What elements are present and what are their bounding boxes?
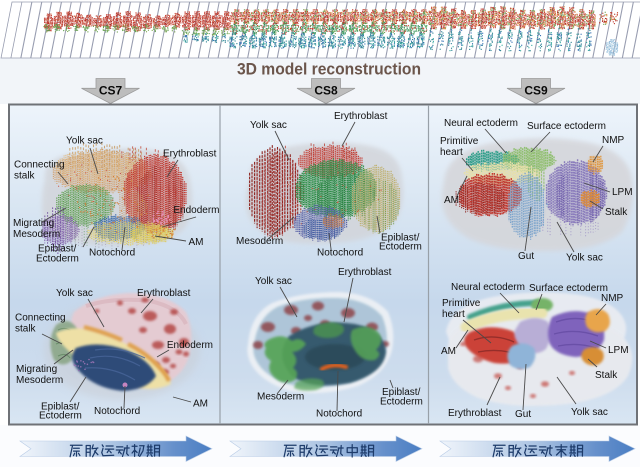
svg-text:Neural ectoderm: Neural ectoderm <box>451 282 525 293</box>
svg-text:Erythroblast: Erythroblast <box>334 111 388 122</box>
svg-text:heart: heart <box>442 309 465 320</box>
svg-text:Epiblast/: Epiblast/ <box>381 233 420 244</box>
svg-text:Notochord: Notochord <box>89 248 135 259</box>
svg-text:Yolk sac: Yolk sac <box>56 288 93 299</box>
svg-text:Migrating: Migrating <box>13 218 54 229</box>
svg-text:Yolk sac: Yolk sac <box>255 276 292 287</box>
svg-text:Mesoderm: Mesoderm <box>236 236 283 247</box>
svg-text:Mesoderm: Mesoderm <box>257 392 304 403</box>
svg-text:Erythroblast: Erythroblast <box>338 267 392 278</box>
svg-text:Ectoderm: Ectoderm <box>36 254 79 265</box>
svg-text:stalk: stalk <box>14 171 36 182</box>
svg-text:Yolk sac: Yolk sac <box>250 120 287 131</box>
svg-text:LPM: LPM <box>612 187 633 198</box>
svg-text:AM: AM <box>441 346 456 357</box>
svg-text:Endoderm: Endoderm <box>167 340 213 351</box>
svg-text:Gut: Gut <box>515 409 531 420</box>
svg-text:Surface ectoderm: Surface ectoderm <box>529 283 608 294</box>
svg-text:Erythroblast: Erythroblast <box>448 408 502 419</box>
svg-text:Ectoderm: Ectoderm <box>380 397 423 408</box>
svg-text:Epiblast/: Epiblast/ <box>38 244 77 255</box>
svg-text:Ectoderm: Ectoderm <box>379 242 422 253</box>
svg-text:NMP: NMP <box>602 135 625 146</box>
svg-text:Endoderm: Endoderm <box>173 205 219 216</box>
svg-text:CS8: CS8 <box>314 84 338 98</box>
svg-text:Stalk: Stalk <box>595 370 618 381</box>
svg-text:Yolk sac: Yolk sac <box>66 136 103 147</box>
svg-text:Notochord: Notochord <box>316 409 362 420</box>
svg-text:Notochord: Notochord <box>94 406 140 417</box>
svg-text:Primitive: Primitive <box>440 136 479 147</box>
svg-text:CS9: CS9 <box>524 84 548 98</box>
svg-text:AM: AM <box>193 399 208 410</box>
svg-text:Migrating: Migrating <box>16 364 57 375</box>
svg-text:Connecting: Connecting <box>14 160 65 171</box>
svg-text:AM: AM <box>444 195 459 206</box>
svg-text:Gut: Gut <box>518 251 534 262</box>
svg-text:Stalk: Stalk <box>605 207 628 218</box>
svg-text:stalk: stalk <box>15 324 37 335</box>
svg-text:Erythroblast: Erythroblast <box>137 288 191 299</box>
svg-text:Mesoderm: Mesoderm <box>13 229 60 240</box>
svg-text:Ectoderm: Ectoderm <box>39 411 82 422</box>
svg-text:Epiblast/: Epiblast/ <box>41 402 80 413</box>
svg-text:NMP: NMP <box>601 293 624 304</box>
svg-text:LPM: LPM <box>608 345 629 356</box>
svg-text:CS7: CS7 <box>99 84 123 98</box>
svg-text:Neural ectoderm: Neural ectoderm <box>444 118 518 129</box>
svg-text:AM: AM <box>189 237 204 248</box>
svg-text:heart: heart <box>440 147 463 158</box>
svg-text:Surface ectoderm: Surface ectoderm <box>527 121 606 132</box>
svg-text:Yolk sac: Yolk sac <box>566 253 603 264</box>
svg-text:Connecting: Connecting <box>15 313 66 324</box>
svg-text:Notochord: Notochord <box>317 248 363 259</box>
svg-text:Yolk sac: Yolk sac <box>571 407 608 418</box>
svg-text:3D model reconstruction: 3D model reconstruction <box>237 61 421 79</box>
svg-text:Primitive: Primitive <box>442 298 481 309</box>
svg-text:Epiblast/: Epiblast/ <box>382 387 421 398</box>
svg-text:Mesoderm: Mesoderm <box>16 375 63 386</box>
svg-text:Erythroblast: Erythroblast <box>163 149 217 160</box>
